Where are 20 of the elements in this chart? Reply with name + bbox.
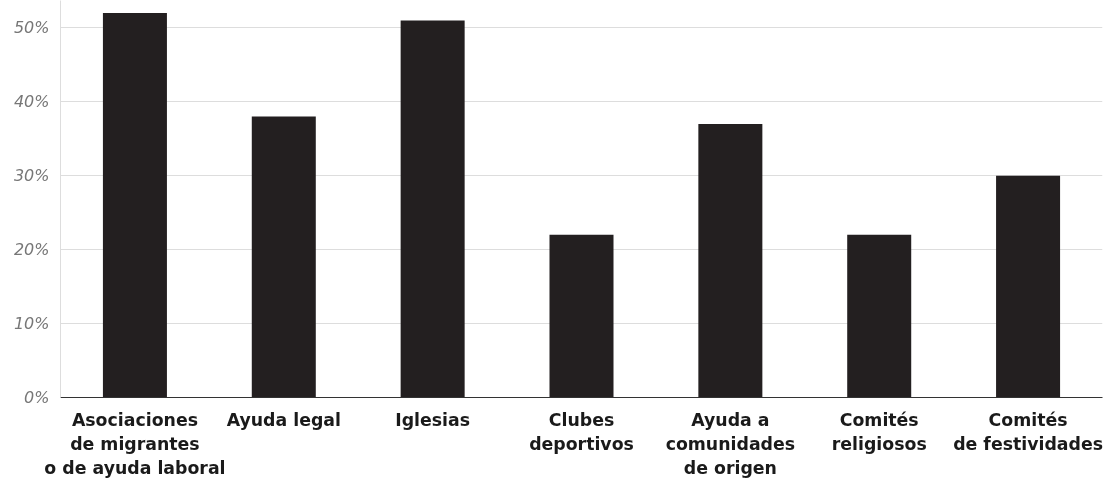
x-tick-label: Ayuda a comunidades de origen [665,409,796,478]
x-tick-label: Asociaciones de migrantes o de ayuda laboral [44,409,226,478]
bar [102,13,167,398]
bar [996,175,1061,398]
x-tick-label: Comités de festividades [953,409,1103,454]
bar [251,116,316,398]
y-tick-label: 10% [13,314,50,334]
y-tick-label: 40% [13,92,50,112]
y-tick-label: 50% [13,18,50,38]
x-tick-label: Clubes deportivos [529,409,634,454]
x-tick-label: Comités religiosos [831,409,927,454]
bar [549,234,614,398]
y-tick-label: 30% [13,166,50,186]
bar [847,234,912,398]
x-tick-label: Ayuda legal [226,409,341,430]
y-tick-label: 0% [24,388,50,407]
bar [698,123,763,398]
bar [400,20,465,398]
y-tick-label: 20% [13,240,50,260]
x-tick-label: Iglesias [395,409,471,430]
